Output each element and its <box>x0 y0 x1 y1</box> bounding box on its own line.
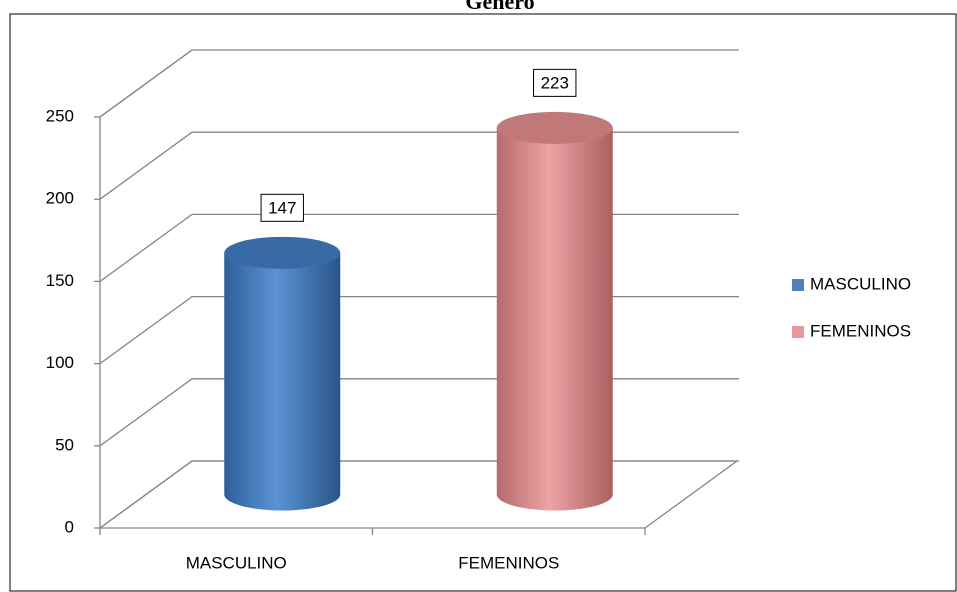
data-label: 147 <box>268 198 296 217</box>
bar-top <box>224 236 341 269</box>
grid-line <box>99 49 739 118</box>
y-tick-label: 100 <box>46 353 74 372</box>
chart-frame <box>9 13 957 592</box>
y-tick-label: 50 <box>55 435 74 454</box>
legend-label: FEMENINOS <box>810 321 911 340</box>
legend-label: MASCULINO <box>810 274 911 293</box>
y-tick-label: 0 <box>65 517 74 536</box>
data-label: 223 <box>541 73 569 92</box>
legend-swatch <box>792 326 804 338</box>
data-label-box <box>260 193 304 222</box>
chart-title: Género <box>465 0 534 14</box>
bar <box>224 252 341 511</box>
legend-swatch <box>792 279 804 291</box>
data-label-box <box>533 68 577 97</box>
x-tick-label: FEMENINOS <box>458 553 559 572</box>
bar-top <box>496 111 613 144</box>
y-tick-label: 250 <box>46 106 74 125</box>
bar <box>496 127 613 511</box>
x-tick-label: MASCULINO <box>186 553 287 572</box>
y-tick-label: 150 <box>46 271 74 290</box>
y-tick-label: 200 <box>46 189 74 208</box>
